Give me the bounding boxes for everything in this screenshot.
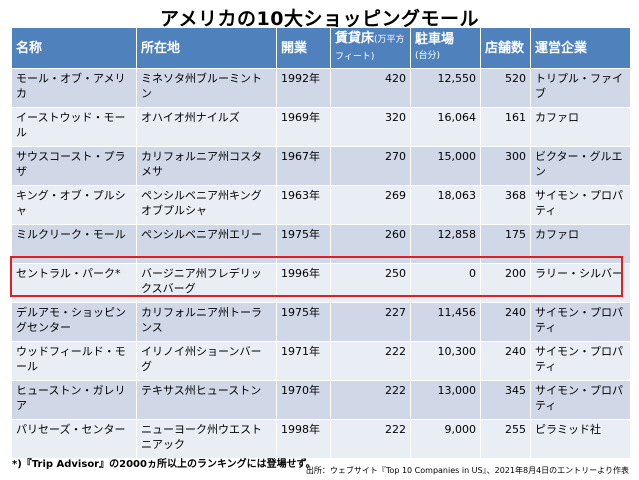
table-row: デルアモ・ショッピングセンター カリフォルニア州トーランス 1975年 227 11,4… <box>11 302 631 342</box>
header-parking: 駐車場 (台分) <box>410 27 481 69</box>
cell-operator: サイモン・プロパティ <box>530 380 631 420</box>
table-row: サウスコースト・プラザ カリフォルニア州コスタメサ 1967年 270 15,000 30… <box>11 146 631 186</box>
table-row: ヒューストン・ガレリア テキサス州ヒューストン 1970年 222 13,000 345 サ… <box>11 380 631 420</box>
cell-name: ミルクリーク・モール <box>11 224 137 264</box>
table-row: セントラル・パーク* バージニア州フレデリックスバーグ 1996年 250 0 200 ラリ… <box>11 263 631 303</box>
cell-location: ニューヨーク州ウエストニアック <box>136 419 277 459</box>
table-row: イーストウッド・モール オハイオ州ナイルズ 1969年 320 16,064 161 カファ… <box>11 107 631 147</box>
cell-stores: 368 <box>480 185 531 225</box>
cell-location: オハイオ州ナイルズ <box>136 107 277 147</box>
cell-parking: 0 <box>410 263 481 303</box>
cell-area: 269 <box>330 185 411 225</box>
cell-parking: 10,300 <box>410 341 481 381</box>
cell-parking: 16,064 <box>410 107 481 147</box>
cell-stores: 300 <box>480 146 531 186</box>
header-area: 賃貸床(万平方フィート) <box>330 27 411 69</box>
table-row: モール・オブ・アメリカ ミネソタ州ブルーミントン 1992年 420 12,550 520… <box>11 68 631 108</box>
cell-parking: 11,456 <box>410 302 481 342</box>
cell-operator: カファロ <box>530 224 631 264</box>
cell-area: 227 <box>330 302 411 342</box>
cell-stores: 240 <box>480 302 531 342</box>
cell-parking: 18,063 <box>410 185 481 225</box>
cell-area: 222 <box>330 380 411 420</box>
cell-area: 260 <box>330 224 411 264</box>
cell-parking: 15,000 <box>410 146 481 186</box>
header-name: 名称 <box>11 27 137 69</box>
cell-parking: 12,550 <box>410 68 481 108</box>
source-note: 出所：ウェブサイト『Top 10 Companies in US』、2021年8… <box>305 466 629 475</box>
cell-area: 222 <box>330 419 411 459</box>
cell-opened: 1971年 <box>276 341 331 381</box>
cell-operator: ピラミッド社 <box>530 419 631 459</box>
cell-area: 222 <box>330 341 411 381</box>
header-opened: 開業 <box>276 27 331 69</box>
cell-name: セントラル・パーク* <box>11 263 137 303</box>
cell-stores: 520 <box>480 68 531 108</box>
cell-opened: 1975年 <box>276 224 331 264</box>
cell-opened: 1996年 <box>276 263 331 303</box>
cell-parking: 12,858 <box>410 224 481 264</box>
cell-location: ミネソタ州ブルーミントン <box>136 68 277 108</box>
cell-opened: 1969年 <box>276 107 331 147</box>
cell-stores: 175 <box>480 224 531 264</box>
cell-name: パリセーズ・センター <box>11 419 137 459</box>
header-operator: 運営企業 <box>530 27 631 69</box>
cell-stores: 345 <box>480 380 531 420</box>
cell-stores: 240 <box>480 341 531 381</box>
cell-opened: 1967年 <box>276 146 331 186</box>
cell-parking: 13,000 <box>410 380 481 420</box>
cell-location: イリノイ州ショーンバーグ <box>136 341 277 381</box>
header-stores: 店舗数 <box>480 27 531 69</box>
mall-ranking-table: 名称 所在地 開業 賃貸床(万平方フィート) 駐車場 (台分) 店舗数 運営企業 … <box>11 27 631 459</box>
cell-name: モール・オブ・アメリカ <box>11 68 137 108</box>
cell-stores: 200 <box>480 263 531 303</box>
cell-operator: カファロ <box>530 107 631 147</box>
cell-location: バージニア州フレデリックスバーグ <box>136 263 277 303</box>
header-area-unit: (万平方フィート) <box>335 35 405 62</box>
cell-name: ヒューストン・ガレリア <box>11 380 137 420</box>
header-area-main: 賃貸床 <box>335 31 375 46</box>
table-row: ミルクリーク・モール ペンシルベニア州エリー 1975年 260 12,858 175 カフ… <box>11 224 631 264</box>
cell-operator: ラリー・シルバー <box>530 263 631 303</box>
cell-opened: 1992年 <box>276 68 331 108</box>
cell-area: 270 <box>330 146 411 186</box>
cell-name: デルアモ・ショッピングセンター <box>11 302 137 342</box>
cell-area: 250 <box>330 263 411 303</box>
table-row: パリセーズ・センター ニューヨーク州ウエストニアック 1998年 222 9,000 25… <box>11 419 631 459</box>
cell-area: 320 <box>330 107 411 147</box>
cell-operator: ビクター・グルエン <box>530 146 631 186</box>
cell-opened: 1963年 <box>276 185 331 225</box>
cell-area: 420 <box>330 68 411 108</box>
header-location: 所在地 <box>136 27 277 69</box>
cell-opened: 1970年 <box>276 380 331 420</box>
footnote: *)『Trip Advisor』の2000ヵ所以上のランキングには登場せず。 <box>12 459 316 470</box>
cell-name: イーストウッド・モール <box>11 107 137 147</box>
cell-location: カリフォルニア州コスタメサ <box>136 146 277 186</box>
cell-location: ペンシルベニア州エリー <box>136 224 277 264</box>
cell-operator: サイモン・プロパティ <box>530 341 631 381</box>
cell-name: ウッドフィールド・モール <box>11 341 137 381</box>
cell-location: カリフォルニア州トーランス <box>136 302 277 342</box>
cell-opened: 1998年 <box>276 419 331 459</box>
cell-stores: 161 <box>480 107 531 147</box>
header-parking-main: 駐車場 <box>415 32 455 47</box>
page-title: アメリカの10大ショッピングモール <box>160 8 479 30</box>
cell-operator: トリプル・ファイブ <box>530 68 631 108</box>
table-row: ウッドフィールド・モール イリノイ州ショーンバーグ 1971年 222 10,300 24… <box>11 341 631 381</box>
cell-name: キング・オブ・プルシャ <box>11 185 137 225</box>
cell-parking: 9,000 <box>410 419 481 459</box>
cell-location: ペンシルベニア州キングオブプルシャ <box>136 185 277 225</box>
cell-name: サウスコースト・プラザ <box>11 146 137 186</box>
cell-operator: サイモン・プロパティ <box>530 185 631 225</box>
table-row: キング・オブ・プルシャ ペンシルベニア州キングオブプルシャ 1963年 269 18,0… <box>11 185 631 225</box>
cell-location: テキサス州ヒューストン <box>136 380 277 420</box>
header-parking-unit: (台分) <box>415 51 441 61</box>
cell-operator: サイモン・プロパティ <box>530 302 631 342</box>
table-header-row: 名称 所在地 開業 賃貸床(万平方フィート) 駐車場 (台分) 店舗数 運営企業 <box>11 27 631 69</box>
cell-opened: 1975年 <box>276 302 331 342</box>
cell-stores: 255 <box>480 419 531 459</box>
